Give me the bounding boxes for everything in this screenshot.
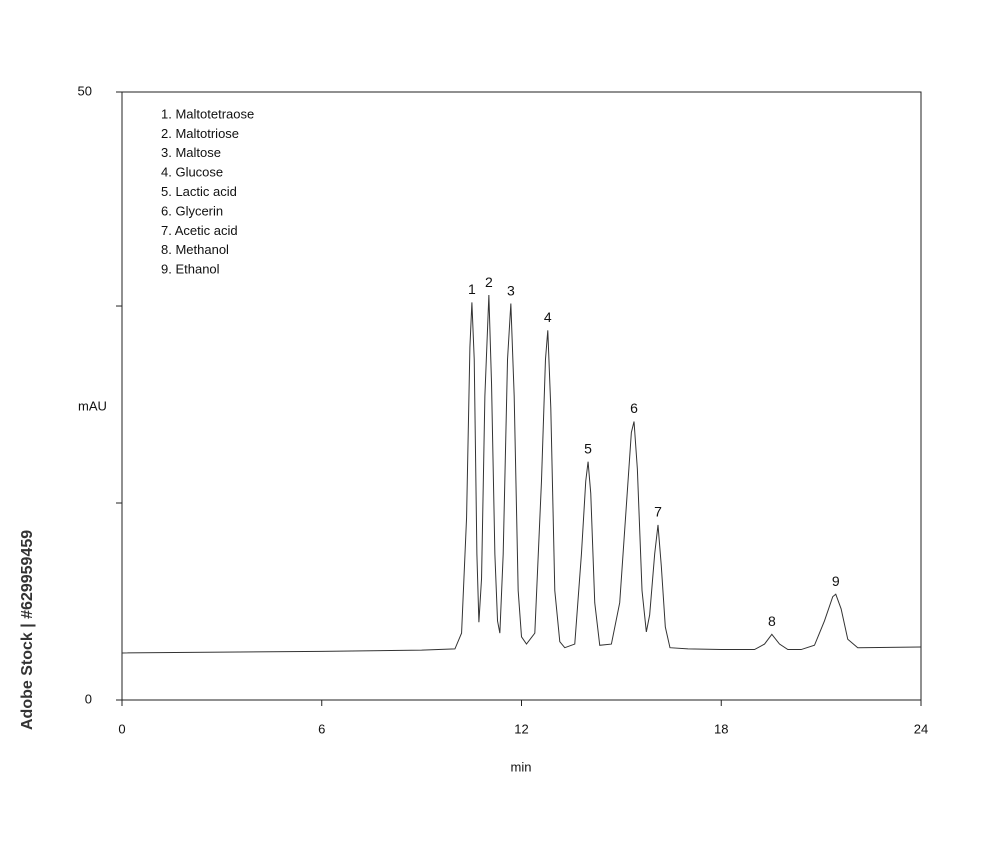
compound-label: 4. Glucose xyxy=(161,165,223,180)
peak-label: 3 xyxy=(507,282,515,298)
compound-label: 7. Acetic acid xyxy=(161,223,238,238)
compound-label: 8. Methanol xyxy=(161,242,229,257)
peak-label: 9 xyxy=(832,573,840,589)
compound-label: 5. Lactic acid xyxy=(161,184,237,199)
compound-label: 9. Ethanol xyxy=(161,262,220,277)
compound-label: 2. Maltotriose xyxy=(161,126,239,141)
plot-frame xyxy=(121,91,922,701)
peak-label: 6 xyxy=(630,400,638,416)
peak-label: 5 xyxy=(584,440,592,456)
x-axis-label: min xyxy=(511,759,532,774)
peak-label: 7 xyxy=(654,504,662,520)
peak-label: 8 xyxy=(768,613,776,629)
peak-label: 1 xyxy=(468,281,476,297)
compound-label: 1. Maltotetraose xyxy=(161,106,254,121)
compound-label: 6. Glycerin xyxy=(161,203,223,218)
y-tick-label: 50 xyxy=(78,83,92,98)
x-tick-label: 18 xyxy=(714,721,728,736)
x-tick-label: 24 xyxy=(914,721,928,736)
watermark: Adobe Stock | #629959459 xyxy=(19,530,36,730)
peak-label: 2 xyxy=(485,274,493,290)
x-tick-label: 12 xyxy=(514,721,528,736)
y-axis-label: mAU xyxy=(78,398,107,413)
x-tick-label: 6 xyxy=(318,721,325,736)
y-tick-label: 0 xyxy=(85,691,92,706)
signal-line xyxy=(121,295,922,654)
compound-label: 3. Maltose xyxy=(161,145,221,160)
x-tick-label: 0 xyxy=(118,721,125,736)
peak-label: 4 xyxy=(544,309,552,325)
